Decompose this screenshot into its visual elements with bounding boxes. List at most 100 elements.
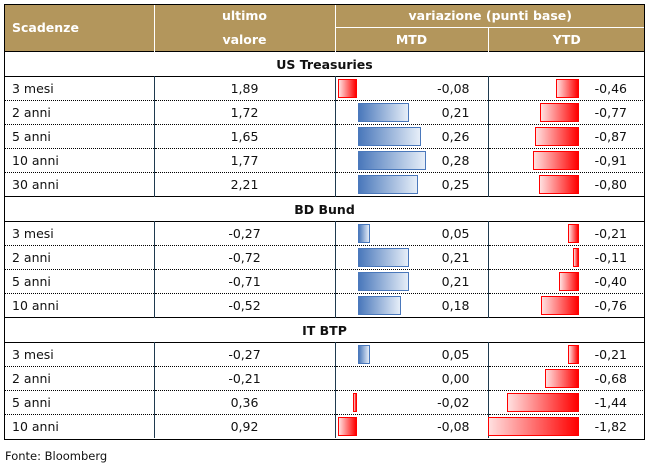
- ytd-value: -1,44: [594, 395, 627, 410]
- mtd-value: 0,05: [441, 226, 470, 241]
- maturity-label: 10 anni: [4, 148, 155, 173]
- ytd-cell: -0,21: [488, 342, 645, 367]
- mtd-data-bar: [357, 151, 426, 170]
- mtd-value: 0,26: [441, 129, 470, 144]
- ytd-data-bar: [533, 151, 579, 170]
- ytd-value: -0,77: [594, 105, 627, 120]
- mtd-value: -0,08: [437, 81, 470, 96]
- header-scadenze: Scadenze: [4, 4, 154, 52]
- mtd-value: -0,08: [437, 419, 470, 434]
- last-value: -0,71: [154, 269, 336, 294]
- mtd-value: 0,21: [441, 274, 470, 289]
- mtd-value: 0,25: [441, 177, 470, 192]
- table-row: 10 anni -0,52 0,18 -0,76: [4, 293, 645, 318]
- ytd-data-bar: [538, 175, 579, 194]
- last-value: 2,21: [154, 172, 336, 197]
- mtd-data-bar: [357, 103, 409, 122]
- section-header: IT BTP: [4, 317, 645, 343]
- ytd-data-bar: [506, 393, 579, 412]
- maturity-label: 2 anni: [4, 100, 155, 125]
- section-header: US Treasuries: [4, 51, 645, 77]
- mtd-data-bar: [357, 296, 402, 315]
- ytd-value: -0,76: [594, 298, 627, 313]
- header-ytd: YTD: [487, 27, 645, 52]
- mtd-value: -0,02: [437, 395, 470, 410]
- ytd-value: -0,40: [594, 274, 627, 289]
- table-row: 3 mesi -0,27 0,05 -0,21: [4, 342, 645, 367]
- ytd-cell: -0,77: [488, 100, 645, 125]
- ytd-value: -0,46: [594, 81, 627, 96]
- mtd-data-bar: [357, 127, 421, 146]
- ytd-data-bar: [535, 127, 579, 146]
- mtd-cell: 0,21: [335, 269, 489, 294]
- ytd-data-bar: [558, 272, 579, 291]
- maturity-label: 10 anni: [4, 414, 155, 438]
- table-row: 10 anni 1,77 0,28 -0,91: [4, 148, 645, 173]
- ytd-data-bar: [555, 79, 579, 98]
- ytd-value: -1,82: [594, 419, 627, 434]
- table-row: 5 anni 1,65 0,26 -0,87: [4, 124, 645, 149]
- last-value: -0,52: [154, 293, 336, 318]
- mtd-value: 0,21: [441, 105, 470, 120]
- table-row: 30 anni 2,21 0,25 -0,80: [4, 172, 645, 197]
- mtd-value: 0,05: [441, 347, 470, 362]
- ytd-data-bar: [568, 345, 579, 364]
- last-value: -0,72: [154, 245, 336, 270]
- ytd-cell: -0,40: [488, 269, 645, 294]
- ytd-cell: -0,76: [488, 293, 645, 318]
- ytd-value: -0,91: [594, 153, 627, 168]
- mtd-data-bar: [357, 272, 409, 291]
- maturity-label: 3 mesi: [4, 342, 155, 367]
- maturity-label: 30 anni: [4, 172, 155, 197]
- ytd-value: -0,21: [594, 226, 627, 241]
- maturity-label: 5 anni: [4, 269, 155, 294]
- last-value: -0,27: [154, 342, 336, 367]
- mtd-value: 0,00: [441, 371, 470, 386]
- last-value: 0,92: [154, 414, 336, 438]
- last-value: 1,77: [154, 148, 336, 173]
- mtd-cell: -0,08: [335, 414, 489, 438]
- mtd-data-bar: [357, 224, 370, 243]
- mtd-data-bar: [352, 393, 358, 412]
- ytd-data-bar: [544, 369, 579, 388]
- table-row: 3 mesi -0,27 0,05 -0,21: [4, 221, 645, 246]
- mtd-value: 0,28: [441, 153, 470, 168]
- mtd-data-bar: [357, 345, 370, 364]
- ytd-value: -0,11: [594, 250, 627, 265]
- last-value: 1,72: [154, 100, 336, 125]
- mtd-cell: 0,21: [335, 100, 489, 125]
- last-value: -0,21: [154, 366, 336, 391]
- ytd-cell: -0,21: [488, 221, 645, 246]
- maturity-label: 3 mesi: [4, 221, 155, 246]
- header-mtd: MTD: [334, 27, 488, 52]
- header-ultimo: ultimo: [153, 4, 335, 28]
- table-row: 5 anni 0,36 -0,02 -1,44: [4, 390, 645, 415]
- mtd-cell: 0,26: [335, 124, 489, 149]
- maturity-label: 2 anni: [4, 366, 155, 391]
- mtd-data-bar: [357, 248, 409, 267]
- last-value: -0,27: [154, 221, 336, 246]
- ytd-cell: -0,11: [488, 245, 645, 270]
- ytd-cell: -1,82: [487, 414, 645, 438]
- mtd-cell: 0,21: [335, 245, 489, 270]
- ytd-value: -0,87: [594, 129, 627, 144]
- maturity-label: 5 anni: [4, 390, 155, 415]
- ytd-cell: -0,80: [488, 172, 645, 197]
- maturity-label: 5 anni: [4, 124, 155, 149]
- mtd-cell: 0,05: [335, 342, 489, 367]
- mtd-data-bar: [357, 175, 419, 194]
- table-row: 5 anni -0,71 0,21 -0,40: [4, 269, 645, 294]
- mtd-data-bar: [338, 417, 358, 436]
- ytd-data-bar: [573, 248, 579, 267]
- last-value: 1,89: [154, 76, 336, 101]
- mtd-cell: 0,28: [335, 148, 489, 173]
- table-row: 3 mesi 1,89 -0,08 -0,46: [4, 76, 645, 101]
- ytd-data-bar: [487, 417, 579, 436]
- mtd-cell: 0,18: [335, 293, 489, 318]
- table-row: 2 anni -0,21 0,00 -0,68: [4, 366, 645, 391]
- ytd-data-bar: [540, 296, 579, 315]
- mtd-cell: 0,05: [335, 221, 489, 246]
- maturity-label: 10 anni: [4, 293, 155, 318]
- ytd-data-bar: [540, 103, 579, 122]
- yield-table: Scadenze ultimo variazione (punti base) …: [4, 4, 645, 438]
